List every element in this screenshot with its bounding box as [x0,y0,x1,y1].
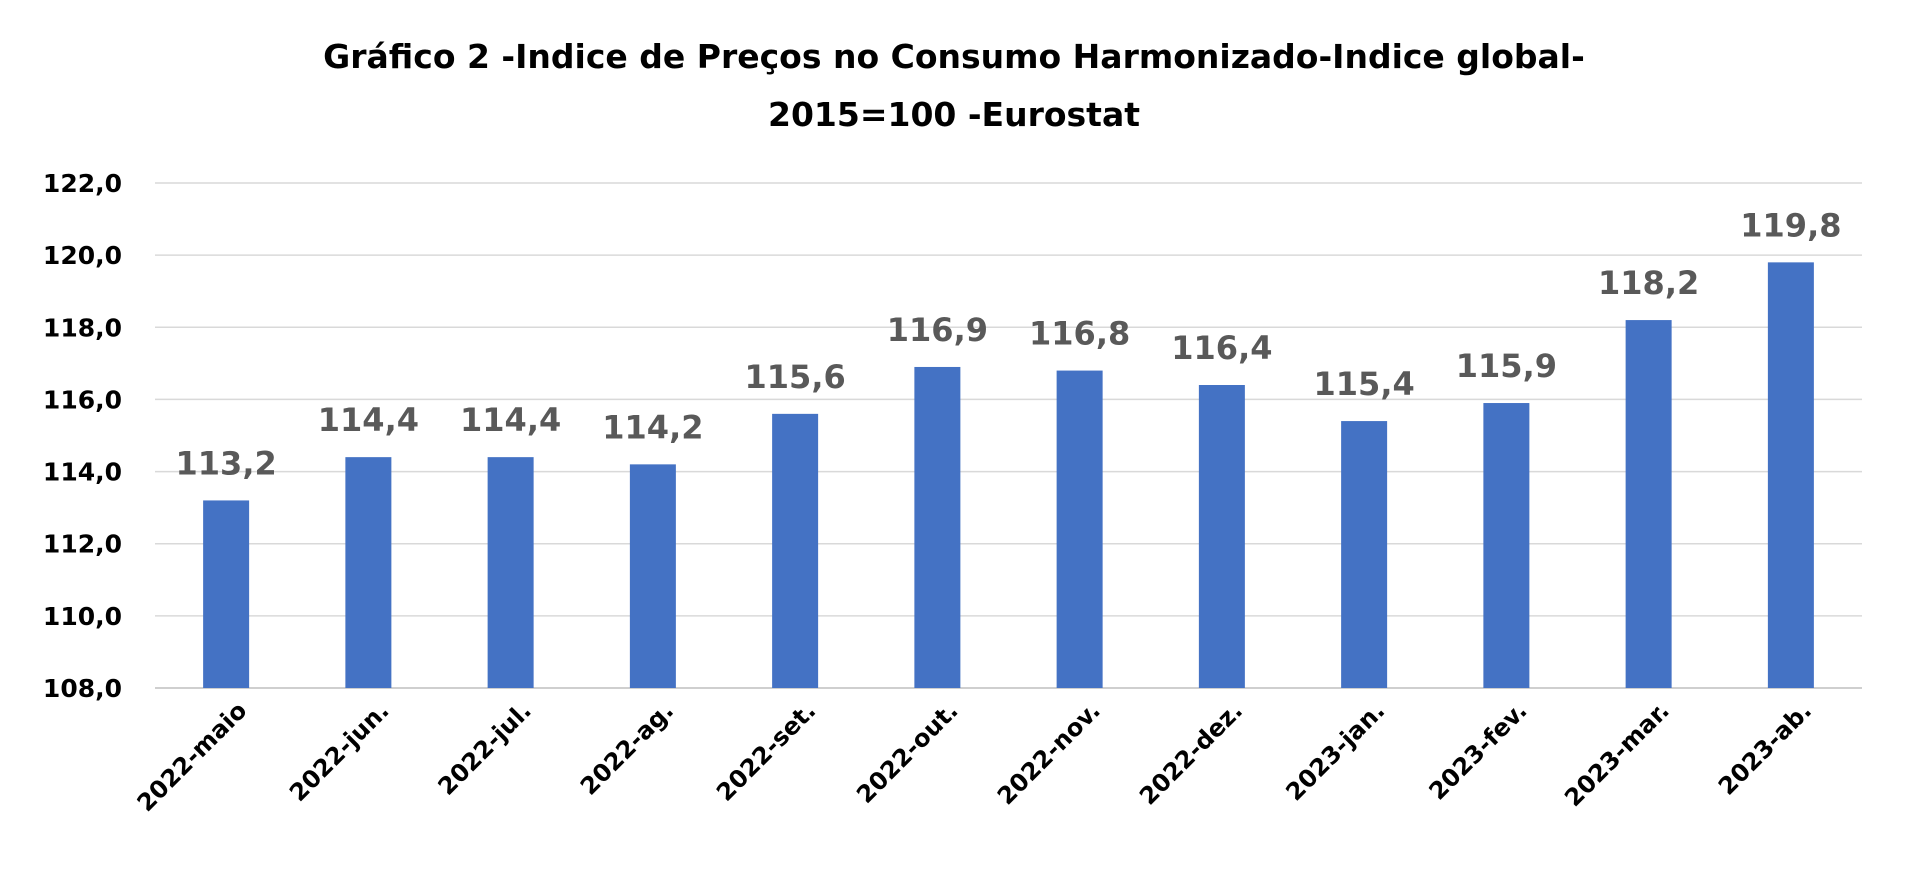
y-tick-label: 122,0 [43,169,122,198]
y-tick-label: 112,0 [43,530,122,559]
bar [1198,385,1245,688]
data-label: 119,8 [1740,206,1841,244]
y-tick-label: 120,0 [43,241,122,270]
data-label: 114,4 [318,401,419,439]
data-label: 114,2 [602,408,703,446]
x-tick-label: 2022-ag. [575,696,679,800]
x-tick-label: 2023-mar. [1559,696,1675,812]
x-tick-label: 2022-nov. [992,696,1106,810]
bar [203,500,250,688]
x-tick-label: 2022-out. [851,696,963,808]
x-tick-label: 2022-dez. [1134,696,1248,810]
bar [1056,370,1103,688]
bar [1767,262,1814,688]
x-tick-label: 2022-set. [711,696,821,806]
y-tick-label: 108,0 [43,674,122,703]
bar [914,366,961,688]
data-label: 115,6 [745,358,846,396]
y-tick-label: 116,0 [43,385,122,414]
chart-title: Gráfico 2 -Indice de Preços no Consumo H… [0,28,1908,144]
bar [1341,421,1388,688]
data-label: 116,9 [887,311,988,349]
bar [1483,403,1530,688]
data-label: 115,9 [1456,347,1557,385]
y-axis-ticks: 108,0 110,0 112,0 114,0 116,0 118,0 120,0 122,0 [43,169,122,703]
data-label: 115,4 [1314,365,1415,403]
data-label: 116,8 [1029,315,1130,353]
x-tick-label: 2022-jul. [433,696,537,800]
y-tick-label: 118,0 [43,313,122,342]
chart-title-line-2: 2015=100 -Eurostat [767,95,1140,134]
data-label: 113,2 [176,444,277,482]
gridlines [155,182,1862,689]
y-tick-label: 114,0 [43,458,122,487]
data-label: 116,4 [1171,329,1272,367]
bars [203,262,1814,688]
bar [772,413,819,688]
x-tick-label: 2022-maio [132,696,253,817]
data-labels: 113,2 114,4 114,4 114,2 115,6 116,9 116,8 116,4… [176,206,1842,482]
data-label: 118,2 [1598,264,1699,302]
bar [345,457,392,688]
y-tick-label: 110,0 [43,602,122,631]
bar [487,457,534,688]
x-axis-ticks: 2022-maio 2022-jun. 2022-jul. 2022-ag. 2022-… [132,696,1817,817]
x-tick-label: 2023-ab. [1713,696,1817,800]
bar [1625,320,1672,688]
bar [629,464,676,688]
chart-title-line-1: Gráfico 2 -Indice de Preços no Consumo H… [323,37,1585,76]
x-tick-label: 2023-fev. [1424,696,1533,805]
data-label: 114,4 [460,401,561,439]
x-tick-label: 2023-jan. [1280,696,1390,806]
x-tick-label: 2022-jun. [284,696,395,807]
